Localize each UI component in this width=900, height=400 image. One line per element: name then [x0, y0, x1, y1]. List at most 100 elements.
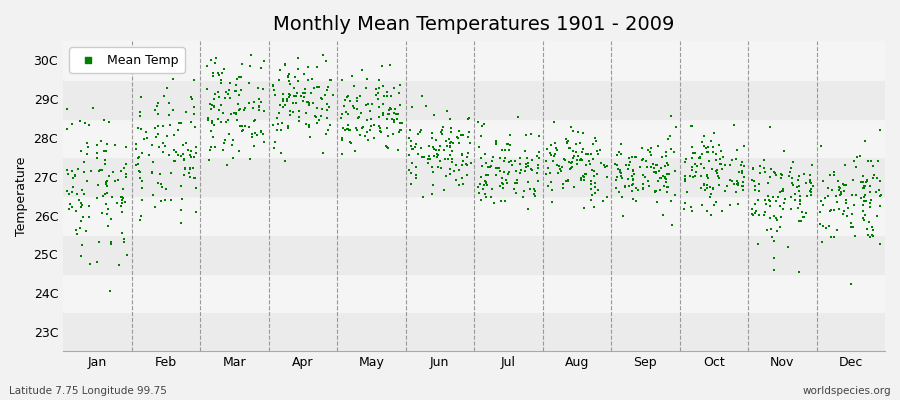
- Point: [712, 174, 726, 181]
- Point: [189, 185, 203, 191]
- Point: [846, 224, 860, 231]
- Point: [310, 84, 325, 90]
- Point: [114, 197, 129, 203]
- Point: [166, 106, 180, 113]
- Point: [98, 160, 112, 167]
- Point: [532, 149, 546, 156]
- Point: [526, 186, 541, 192]
- Bar: [63, 119, 885, 157]
- Point: [114, 168, 129, 174]
- Point: [600, 162, 615, 169]
- Point: [319, 92, 333, 98]
- Point: [351, 115, 365, 121]
- Point: [202, 115, 216, 122]
- Point: [283, 112, 297, 118]
- Point: [372, 104, 386, 110]
- Point: [420, 160, 435, 166]
- Point: [242, 100, 256, 106]
- Point: [685, 144, 699, 150]
- Point: [649, 169, 663, 176]
- Point: [543, 150, 557, 156]
- Point: [291, 77, 305, 84]
- Point: [784, 194, 798, 200]
- Point: [406, 146, 420, 152]
- Point: [184, 153, 198, 160]
- Point: [832, 184, 846, 190]
- Point: [769, 215, 783, 222]
- Point: [276, 104, 291, 110]
- Point: [562, 145, 576, 151]
- Point: [709, 168, 724, 174]
- Point: [752, 188, 767, 194]
- Point: [746, 165, 760, 171]
- Point: [321, 127, 336, 133]
- Point: [302, 99, 316, 106]
- Point: [523, 185, 537, 192]
- Point: [60, 188, 75, 194]
- Point: [382, 107, 397, 114]
- Point: [677, 206, 691, 212]
- Point: [663, 113, 678, 119]
- Point: [683, 173, 698, 180]
- Point: [364, 116, 378, 122]
- Point: [104, 216, 119, 222]
- Point: [501, 169, 516, 175]
- Point: [707, 202, 722, 208]
- Point: [708, 199, 723, 206]
- Point: [544, 187, 559, 193]
- Point: [335, 151, 349, 157]
- Point: [771, 193, 786, 200]
- Point: [767, 267, 781, 273]
- Point: [477, 178, 491, 184]
- Point: [461, 134, 475, 140]
- Point: [381, 145, 395, 151]
- Point: [183, 165, 197, 172]
- Point: [762, 198, 777, 204]
- Point: [783, 169, 797, 175]
- Point: [116, 186, 130, 192]
- Point: [735, 179, 750, 186]
- Point: [166, 132, 181, 138]
- Point: [856, 173, 870, 180]
- Point: [452, 140, 466, 146]
- Point: [635, 156, 650, 163]
- Point: [449, 177, 464, 184]
- Point: [187, 77, 202, 83]
- Point: [185, 96, 200, 102]
- Point: [200, 63, 214, 69]
- Point: [345, 72, 359, 79]
- Point: [554, 164, 569, 170]
- Point: [611, 166, 625, 173]
- Point: [483, 164, 498, 170]
- Point: [280, 98, 294, 104]
- Point: [281, 122, 295, 129]
- Point: [286, 109, 301, 115]
- Point: [449, 161, 464, 168]
- Point: [585, 166, 599, 173]
- Point: [159, 186, 174, 192]
- Point: [75, 187, 89, 193]
- Point: [226, 155, 240, 162]
- Point: [211, 116, 225, 122]
- Point: [167, 158, 182, 164]
- Point: [614, 170, 628, 176]
- Point: [444, 166, 458, 172]
- Title: Monthly Mean Temperatures 1901 - 2009: Monthly Mean Temperatures 1901 - 2009: [274, 15, 675, 34]
- Point: [644, 148, 658, 155]
- Point: [614, 173, 628, 179]
- Point: [380, 92, 394, 99]
- Point: [164, 197, 178, 204]
- Point: [211, 89, 225, 96]
- Point: [341, 93, 356, 100]
- Point: [731, 201, 745, 208]
- Point: [705, 138, 719, 144]
- Point: [96, 148, 111, 155]
- Point: [392, 129, 406, 135]
- Point: [292, 114, 306, 120]
- Point: [827, 234, 842, 240]
- Point: [145, 169, 159, 176]
- Point: [408, 143, 422, 150]
- Point: [735, 168, 750, 174]
- Point: [216, 147, 230, 153]
- Point: [76, 191, 91, 197]
